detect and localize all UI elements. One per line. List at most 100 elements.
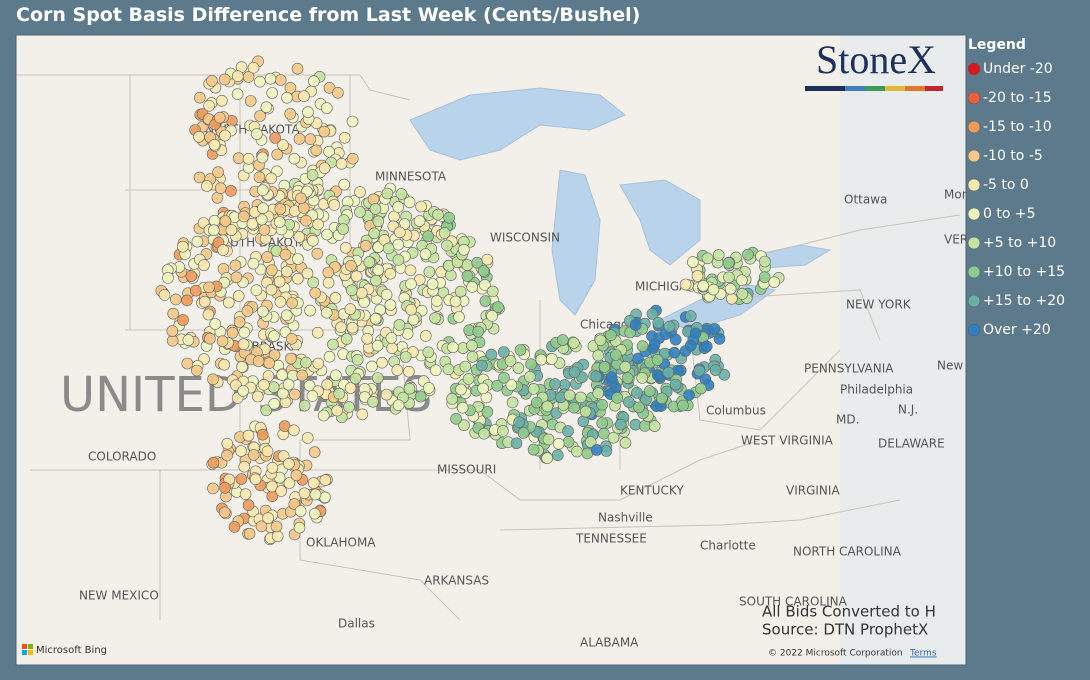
dot (333, 387, 346, 400)
dot (237, 338, 250, 351)
dot (684, 310, 697, 322)
dot (419, 330, 432, 342)
dot (549, 378, 561, 390)
dot (429, 364, 442, 377)
dot (584, 436, 597, 448)
dot (209, 318, 221, 330)
dot (639, 420, 651, 432)
dot (691, 270, 704, 282)
dot (403, 196, 416, 209)
place-label: NORTH CAROLINA (793, 545, 902, 559)
dot (707, 283, 720, 296)
dot (679, 278, 692, 291)
dot (450, 412, 462, 425)
dot (367, 395, 379, 408)
dot (202, 308, 215, 321)
dot (235, 473, 248, 485)
legend-swatch (967, 62, 981, 76)
dot (525, 358, 537, 371)
dot (228, 521, 241, 533)
dot (191, 235, 204, 248)
place-label: Philadelphia (840, 383, 913, 397)
dot (466, 339, 478, 352)
dot (290, 469, 303, 482)
terms-link[interactable]: Terms (909, 649, 937, 659)
dot (308, 446, 321, 459)
dot (542, 433, 555, 446)
dot (310, 144, 323, 157)
dot (269, 132, 281, 144)
dot (725, 292, 738, 305)
dot (481, 253, 494, 266)
dot (199, 295, 211, 308)
dot (354, 186, 366, 198)
dot (264, 72, 277, 85)
dot (392, 254, 405, 266)
dot (212, 166, 224, 178)
dot (346, 152, 359, 165)
dot (491, 379, 504, 392)
dot (260, 101, 273, 113)
dot (372, 264, 385, 276)
dot (204, 332, 216, 345)
dot (758, 271, 771, 284)
dot (268, 330, 280, 342)
dot (354, 206, 366, 218)
dot (631, 386, 643, 399)
dot (300, 356, 312, 369)
dot (265, 283, 278, 296)
dot (226, 326, 239, 339)
dot (327, 338, 339, 351)
dot (283, 477, 296, 489)
dot (568, 337, 580, 349)
bing-logo (22, 644, 33, 655)
dot (346, 115, 359, 128)
dot (414, 390, 427, 403)
dot (371, 372, 384, 384)
legend-label: Under -20 (983, 61, 1053, 77)
dot (351, 353, 364, 366)
place-label: MINNESOTA (375, 170, 447, 184)
dot (497, 425, 509, 437)
dot (574, 391, 587, 404)
dot (701, 252, 714, 265)
dot (709, 364, 722, 376)
legend-swatch (967, 149, 981, 163)
dot (266, 87, 279, 99)
dot (366, 360, 378, 373)
dot (300, 214, 312, 227)
dot (203, 281, 215, 294)
dot (527, 383, 540, 395)
dot (166, 325, 179, 337)
dot (331, 404, 344, 417)
dot (170, 293, 182, 306)
dot (203, 100, 215, 112)
dot (407, 313, 420, 326)
dot (590, 444, 603, 456)
dot (376, 356, 388, 369)
dot (343, 401, 355, 413)
dot (687, 256, 699, 268)
dot (610, 349, 622, 361)
dot (257, 202, 269, 214)
dot (442, 363, 455, 376)
dot (372, 215, 385, 228)
dot (614, 418, 627, 431)
dot (214, 111, 226, 124)
dot (697, 279, 710, 292)
dot (422, 346, 435, 359)
place-label: ALABAMA (580, 636, 639, 650)
dot (568, 366, 581, 379)
dot (181, 294, 193, 307)
dot (238, 210, 250, 223)
dot (708, 323, 721, 335)
dot (191, 364, 203, 377)
legend-swatch (967, 323, 981, 337)
dot (655, 392, 668, 405)
dot (308, 507, 321, 520)
legend-swatch (967, 236, 981, 250)
dot (288, 152, 301, 165)
legend-title: Legend (968, 37, 1026, 53)
dot (185, 270, 198, 282)
